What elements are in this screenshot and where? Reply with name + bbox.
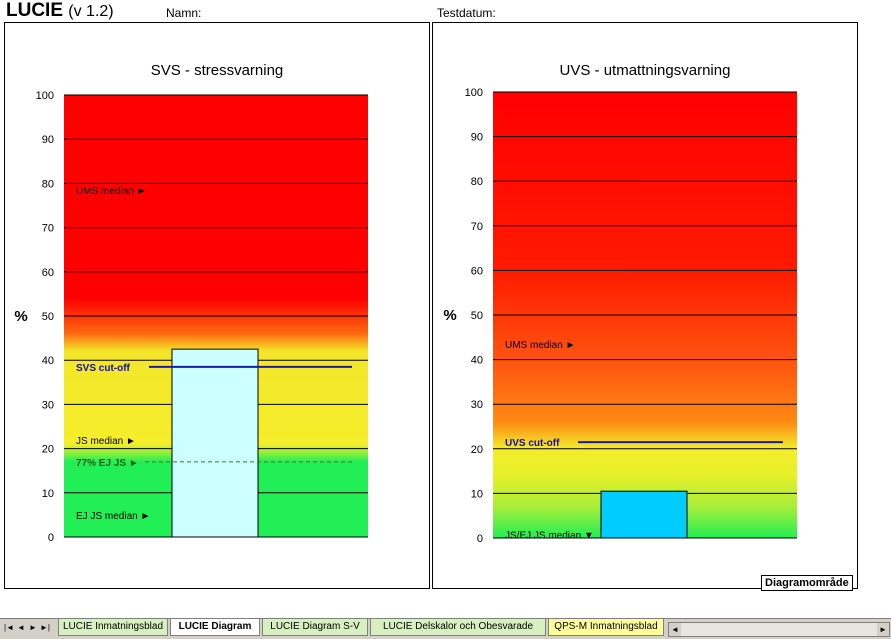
next-sheet-icon[interactable]: ► bbox=[29, 623, 37, 632]
svs-chart-title: SVS - stressvarning bbox=[151, 62, 284, 79]
svs-tick-label: 100 bbox=[36, 90, 54, 102]
svs-tick-label: 0 bbox=[48, 532, 54, 544]
svs-annotation-ej-js-median: EJ JS median ► bbox=[76, 511, 150, 522]
uvs-chart-panel[interactable]: UVS - utmattningsvarning 0 10 20 30 40 50 60 70… bbox=[432, 22, 858, 589]
uvs-annotation-js-ej-js-median: JS/EJ JS median ▼ bbox=[505, 530, 594, 541]
chart-area-tooltip: Diagramområde bbox=[761, 575, 853, 591]
name-label: Namn: bbox=[166, 6, 202, 20]
uvs-tick-label: 40 bbox=[471, 355, 483, 367]
scroll-left-icon[interactable]: ◄ bbox=[669, 623, 681, 636]
prev-sheet-icon[interactable]: ◄ bbox=[17, 623, 25, 632]
uvs-chart-title: UVS - utmattningsvarning bbox=[560, 62, 731, 79]
tab-lucie-inmatningsblad[interactable]: LUCIE Inmatningsblad bbox=[58, 619, 168, 636]
svs-tick-label: 20 bbox=[42, 444, 54, 456]
svs-tick-label: 80 bbox=[42, 178, 54, 190]
uvs-tick-label: 0 bbox=[477, 533, 483, 545]
app-title: LUCIE (v 1.2) bbox=[6, 0, 114, 23]
tab-lucie-diagram-s-v[interactable]: LUCIE Diagram S-V bbox=[262, 619, 368, 636]
uvs-gridlines bbox=[493, 91, 797, 539]
uvs-tick-label: 100 bbox=[465, 87, 483, 99]
sheet-tab-bar: |◄ ◄ ► ►| LUCIE Inmatningsblad LUCIE Dia… bbox=[0, 618, 891, 639]
uvs-y-ticks: 0 10 20 30 40 50 60 70 80 90 100 bbox=[465, 87, 483, 545]
uvs-bar[interactable] bbox=[600, 490, 688, 539]
svs-annotation-ums-median: UMS median ► bbox=[76, 186, 146, 197]
uvs-tick-label: 50 bbox=[471, 310, 483, 322]
uvs-tick-label: 20 bbox=[471, 444, 483, 456]
svs-y-ticks: 0 10 20 30 40 50 60 70 80 90 100 bbox=[36, 90, 54, 544]
svs-chart-panel[interactable]: SVS - stressvarning 0 10 20 30 40 50 60 70 80 90 1… bbox=[4, 22, 430, 589]
svs-annotation-cutoff: SVS cut-off bbox=[76, 363, 131, 374]
tab-lucie-diagram[interactable]: LUCIE Diagram bbox=[170, 619, 260, 636]
svs-tick-label: 90 bbox=[42, 134, 54, 146]
svs-tick-label: 30 bbox=[42, 399, 54, 411]
uvs-tick-label: 60 bbox=[471, 265, 483, 277]
uvs-annotation-cutoff: UVS cut-off bbox=[505, 438, 560, 449]
svs-tick-label: 50 bbox=[42, 311, 54, 323]
svs-tick-label: 10 bbox=[42, 488, 54, 500]
test-date-label: Testdatum: bbox=[437, 6, 496, 20]
app-name: LUCIE bbox=[6, 0, 63, 21]
svs-tick-label: 40 bbox=[42, 355, 54, 367]
uvs-tick-label: 70 bbox=[471, 221, 483, 233]
first-sheet-icon[interactable]: |◄ bbox=[4, 623, 14, 632]
horizontal-scrollbar[interactable]: ◄ ► bbox=[668, 622, 890, 637]
uvs-y-axis-label: % bbox=[443, 307, 456, 324]
uvs-tick-label: 80 bbox=[471, 176, 483, 188]
uvs-annotation-ums-median: UMS median ► bbox=[505, 340, 575, 351]
svs-chart: SVS - stressvarning 0 10 20 30 40 50 60 70 80 90 1… bbox=[14, 62, 368, 544]
svs-bar[interactable] bbox=[171, 348, 259, 538]
svs-annotation-js-median: JS median ► bbox=[76, 436, 136, 447]
uvs-tick-label: 10 bbox=[471, 488, 483, 500]
uvs-chart: UVS - utmattningsvarning 0 10 20 30 40 50 60 70… bbox=[443, 62, 797, 545]
svs-annotation-77-ej-js: 77% EJ JS ► bbox=[76, 458, 139, 469]
svs-y-axis-label: % bbox=[14, 308, 27, 325]
tab-lucie-delskalor[interactable]: LUCIE Delskalor och Obesvarade bbox=[370, 619, 546, 636]
scroll-right-icon[interactable]: ► bbox=[877, 623, 889, 636]
app-version: (v 1.2) bbox=[68, 3, 114, 20]
uvs-tick-label: 90 bbox=[471, 132, 483, 144]
svs-tick-label: 70 bbox=[42, 223, 54, 235]
uvs-tick-label: 30 bbox=[471, 399, 483, 411]
last-sheet-icon[interactable]: ►| bbox=[40, 623, 50, 632]
svs-tick-label: 60 bbox=[42, 267, 54, 279]
tab-qps-m-inmatningsblad[interactable]: QPS-M Inmatningsblad bbox=[548, 619, 664, 636]
